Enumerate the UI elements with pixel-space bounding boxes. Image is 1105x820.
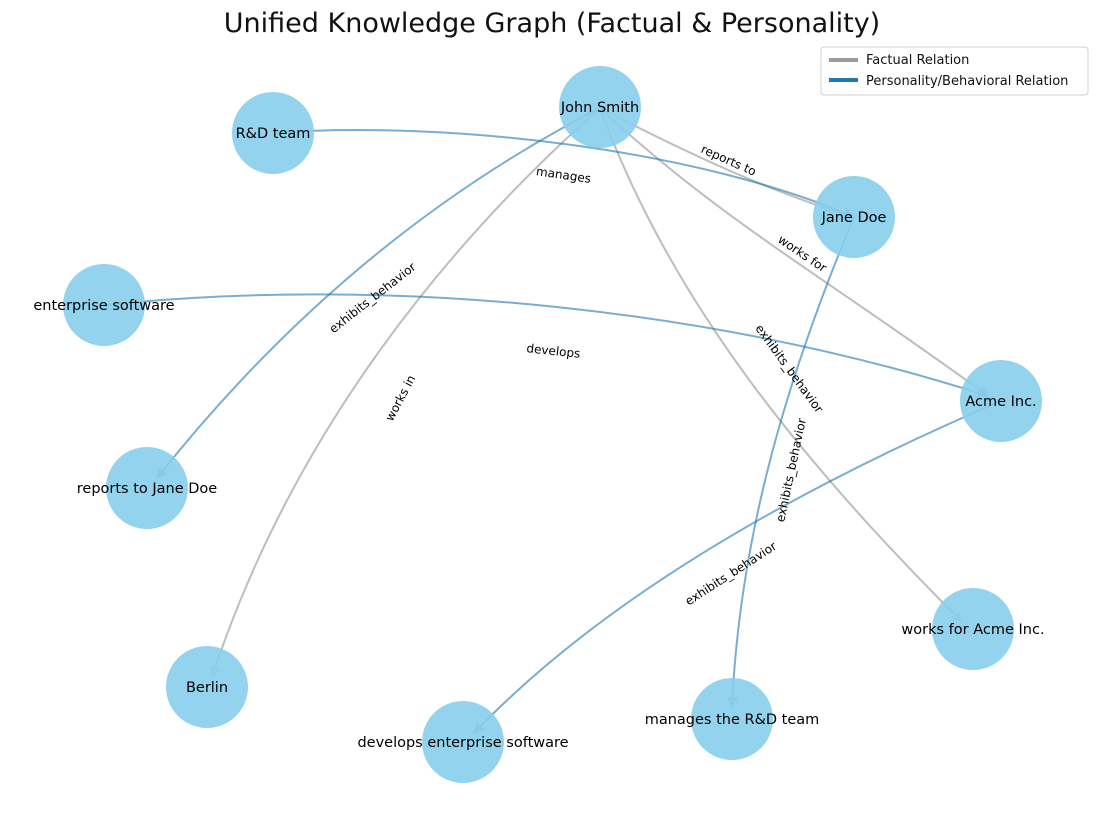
node-works-for-acme-inc[interactable]: works for Acme Inc. xyxy=(901,588,1045,670)
edge-label-manages: manages xyxy=(535,164,592,186)
node-enterprise-software[interactable]: enterprise software xyxy=(33,264,175,346)
node-label: develops enterprise software xyxy=(357,735,568,751)
node-reports-to-jane-doe[interactable]: reports to Jane Doe xyxy=(77,447,218,529)
edge-develops xyxy=(103,293,990,399)
node-circle xyxy=(63,264,145,346)
legend-frame xyxy=(820,46,1089,96)
node-circle xyxy=(813,176,895,258)
nodes-layer: John Smith R&D team Jane Doe enterprise … xyxy=(33,66,1045,783)
edge-label-exhibits-behavior-develops: exhibits_behavior xyxy=(683,539,779,608)
node-circle xyxy=(960,360,1042,442)
edge-label-develops: develops xyxy=(526,341,581,361)
chart-title: Unified Knowledge Graph (Factual & Perso… xyxy=(224,8,880,39)
edge-works-in xyxy=(209,107,601,679)
node-berlin[interactable]: Berlin xyxy=(166,646,248,728)
node-circle xyxy=(232,92,314,174)
node-john-smith[interactable]: John Smith xyxy=(559,66,641,148)
edge-label-exhibits-behavior-works-for: exhibits_behavior xyxy=(752,322,826,416)
node-label: John Smith xyxy=(560,100,639,116)
node-circle xyxy=(166,646,248,728)
node-circle xyxy=(559,66,641,148)
node-label: manages the R&D team xyxy=(645,712,820,728)
node-acme-inc[interactable]: Acme Inc. xyxy=(960,360,1042,442)
edge-john-exhibits-works-for-acme xyxy=(599,107,963,623)
edge-label-works-in: works in xyxy=(383,373,419,424)
node-circle xyxy=(932,588,1014,670)
node-manages-the-rd-team[interactable]: manages the R&D team xyxy=(645,678,820,760)
edge-jane-exhibits-manages-rd xyxy=(726,216,855,709)
node-label: Acme Inc. xyxy=(965,394,1036,410)
edge-label-exhibits-behavior-reports-to: exhibits_behavior xyxy=(327,260,419,336)
edge-john-exhibits-reports-to-jane xyxy=(156,107,601,479)
edge-label-exhibits-behavior-manages: exhibits_behavior xyxy=(773,417,809,523)
legend-label-personality: Personality/Behavioral Relation xyxy=(866,74,1068,89)
edge-labels-layer: reports to works for works in exhibits_b… xyxy=(327,142,830,608)
node-label: works for Acme Inc. xyxy=(901,622,1044,638)
legend: Factual Relation Personality/Behavioral … xyxy=(820,46,1089,96)
edge-acme-exhibits-develops xyxy=(473,400,1002,734)
node-label: R&D team xyxy=(236,126,311,142)
edge-manages xyxy=(272,129,856,219)
node-circle xyxy=(422,701,504,783)
node-circle xyxy=(691,678,773,760)
node-label: reports to Jane Doe xyxy=(77,481,218,497)
node-label: Jane Doe xyxy=(821,210,887,226)
node-develops-enterprise-software[interactable]: develops enterprise software xyxy=(357,701,569,783)
edges-layer xyxy=(103,107,1002,734)
node-label: enterprise software xyxy=(33,298,174,314)
node-circle xyxy=(106,447,188,529)
legend-label-factual: Factual Relation xyxy=(866,53,969,68)
edge-works-for xyxy=(599,107,989,397)
node-label: Berlin xyxy=(186,680,228,696)
node-rd-team[interactable]: R&D team xyxy=(232,92,314,174)
node-jane-doe[interactable]: Jane Doe xyxy=(813,176,895,258)
